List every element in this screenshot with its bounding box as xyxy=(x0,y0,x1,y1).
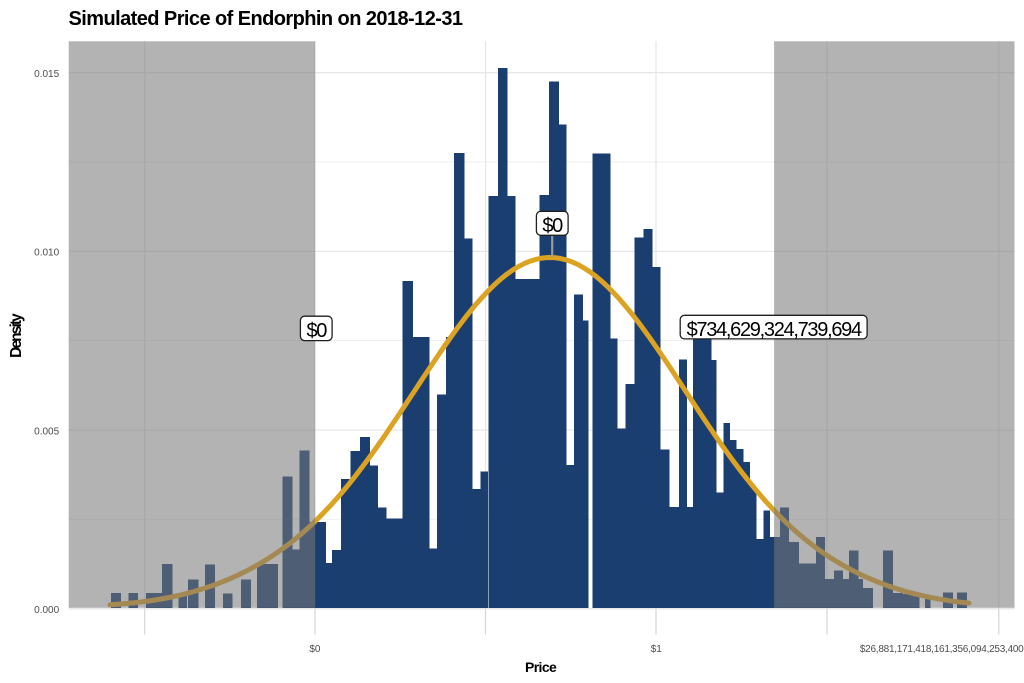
svg-text:$0: $0 xyxy=(542,215,563,237)
svg-text:Density: Density xyxy=(8,313,25,358)
svg-text:Simulated Price of Endorphin o: Simulated Price of Endorphin on 2018-12-… xyxy=(69,8,463,30)
svg-text:$1: $1 xyxy=(651,644,663,655)
svg-text:0.000: 0.000 xyxy=(34,605,59,616)
svg-text:Price: Price xyxy=(525,659,557,675)
svg-text:$734,629,324,739,694: $734,629,324,739,694 xyxy=(687,319,862,341)
svg-text:$0: $0 xyxy=(306,320,327,342)
svg-text:0.010: 0.010 xyxy=(34,248,59,259)
svg-text:0.005: 0.005 xyxy=(34,426,59,437)
svg-text:$26,881,171,418,161,356,094,25: $26,881,171,418,161,356,094,253,400 xyxy=(860,644,1024,655)
svg-text:0.015: 0.015 xyxy=(34,69,59,80)
svg-text:$0: $0 xyxy=(309,644,321,655)
